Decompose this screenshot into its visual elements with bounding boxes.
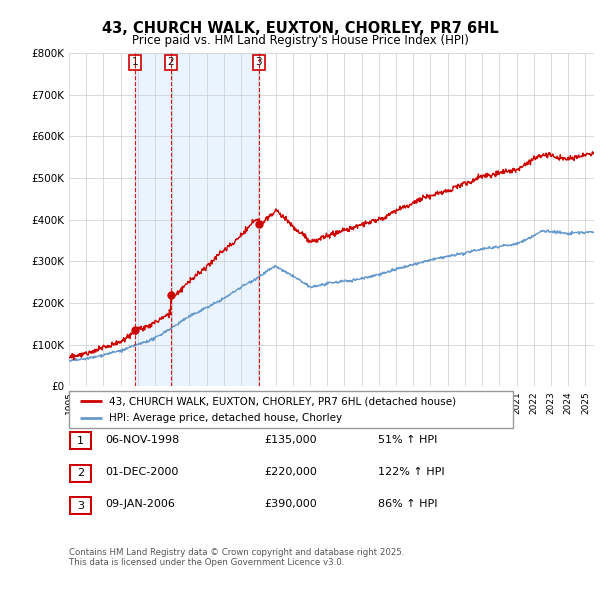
FancyBboxPatch shape <box>70 465 91 481</box>
Text: 51% ↑ HPI: 51% ↑ HPI <box>378 435 437 444</box>
Text: £135,000: £135,000 <box>264 435 317 444</box>
Text: Price paid vs. HM Land Registry's House Price Index (HPI): Price paid vs. HM Land Registry's House … <box>131 34 469 47</box>
Text: £390,000: £390,000 <box>264 500 317 509</box>
Text: 43, CHURCH WALK, EUXTON, CHORLEY, PR7 6HL: 43, CHURCH WALK, EUXTON, CHORLEY, PR7 6H… <box>101 21 499 35</box>
Text: 2: 2 <box>167 57 174 67</box>
Text: 1: 1 <box>132 57 139 67</box>
FancyBboxPatch shape <box>70 432 91 449</box>
FancyBboxPatch shape <box>70 497 91 514</box>
Bar <box>135 53 259 386</box>
Text: 09-JAN-2006: 09-JAN-2006 <box>105 500 175 509</box>
Text: 01-DEC-2000: 01-DEC-2000 <box>105 467 178 477</box>
Text: 2: 2 <box>77 468 84 478</box>
Text: 1: 1 <box>77 436 84 445</box>
Text: 43, CHURCH WALK, EUXTON, CHORLEY, PR7 6HL (detached house): 43, CHURCH WALK, EUXTON, CHORLEY, PR7 6H… <box>109 396 456 406</box>
Text: 3: 3 <box>256 57 262 67</box>
Text: Contains HM Land Registry data © Crown copyright and database right 2025.
This d: Contains HM Land Registry data © Crown c… <box>69 548 404 567</box>
FancyBboxPatch shape <box>69 391 513 428</box>
Text: 3: 3 <box>77 501 84 510</box>
Text: HPI: Average price, detached house, Chorley: HPI: Average price, detached house, Chor… <box>109 413 342 423</box>
Text: 06-NOV-1998: 06-NOV-1998 <box>105 435 179 444</box>
Text: £220,000: £220,000 <box>264 467 317 477</box>
Text: 86% ↑ HPI: 86% ↑ HPI <box>378 500 437 509</box>
Text: 122% ↑ HPI: 122% ↑ HPI <box>378 467 445 477</box>
